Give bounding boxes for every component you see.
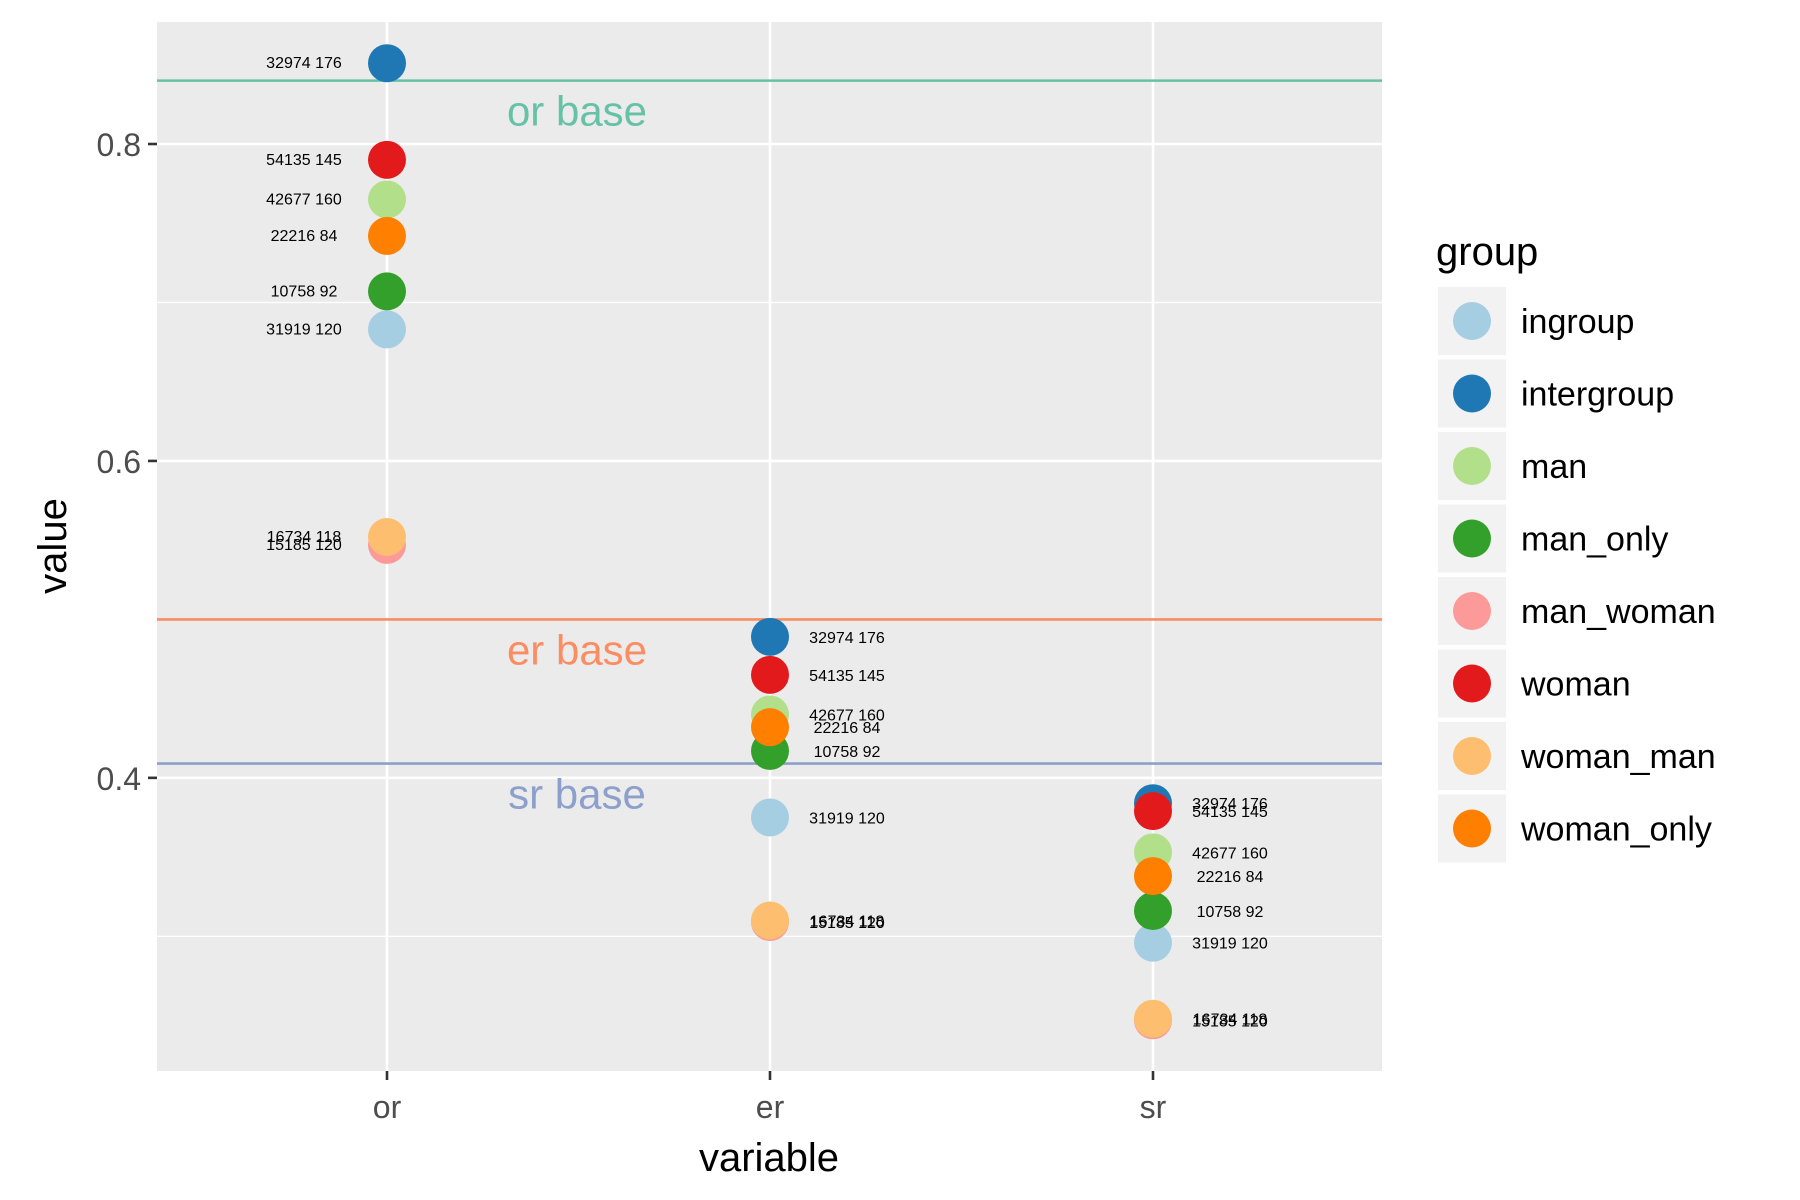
legend-swatch bbox=[1453, 809, 1491, 848]
data-label: 31919 120 bbox=[266, 321, 342, 338]
data-label: 54135 145 bbox=[266, 152, 342, 169]
x-axis: or er sr bbox=[373, 1071, 1167, 1125]
x-tick-label: or bbox=[373, 1089, 402, 1125]
data-label: 42677 160 bbox=[1192, 845, 1268, 862]
data-points bbox=[368, 44, 1172, 1040]
data-label: 16734 118 bbox=[267, 529, 342, 546]
y-axis: 0.4 0.6 0.8 bbox=[97, 127, 157, 797]
legend-swatch bbox=[1453, 592, 1491, 630]
legend-label: man_only bbox=[1521, 521, 1668, 559]
data-label: 16734 118 bbox=[810, 913, 885, 930]
data-label: 10758 92 bbox=[814, 744, 881, 761]
data-label: 10758 92 bbox=[1197, 904, 1264, 921]
y-tick-label: 0.4 bbox=[97, 761, 141, 797]
legend-swatch bbox=[1453, 302, 1491, 340]
data-point bbox=[751, 655, 789, 694]
legend-label: woman_man bbox=[1520, 738, 1716, 776]
data-label: 10758 92 bbox=[271, 283, 338, 300]
data-label: 32974 176 bbox=[266, 55, 342, 72]
legend-label: man bbox=[1521, 448, 1587, 486]
data-label: 32974 176 bbox=[809, 630, 885, 647]
data-point bbox=[1134, 923, 1172, 962]
data-point bbox=[751, 708, 789, 747]
data-point bbox=[1134, 857, 1172, 896]
data-label: 15185 120 bbox=[266, 537, 342, 554]
legend-swatch bbox=[1453, 374, 1491, 413]
legend-swatch bbox=[1453, 737, 1491, 775]
legend-swatch bbox=[1453, 519, 1491, 558]
data-label: 15185 120 bbox=[809, 915, 885, 932]
legend-title: group bbox=[1436, 230, 1538, 274]
data-label: 15185 120 bbox=[1192, 1013, 1268, 1030]
legend-label: man_woman bbox=[1521, 593, 1716, 631]
legend-label: woman bbox=[1520, 666, 1631, 704]
data-point bbox=[1134, 891, 1172, 930]
data-point bbox=[368, 272, 406, 311]
data-label: 31919 120 bbox=[1192, 936, 1268, 953]
legend: group ingroup intergroup man man_only man_wo… bbox=[1436, 230, 1716, 863]
data-point bbox=[751, 798, 789, 837]
reference-line-label: or base bbox=[507, 88, 647, 135]
data-label: 16734 118 bbox=[1193, 1012, 1268, 1029]
data-label: 42677 160 bbox=[809, 707, 885, 724]
data-labels: 31919 120 31919 120 31919 120 32974 176 3297… bbox=[266, 55, 1268, 1030]
y-axis-title: value bbox=[31, 498, 75, 594]
y-tick-label: 0.6 bbox=[97, 444, 141, 480]
data-point bbox=[368, 517, 406, 556]
data-label: 31919 120 bbox=[809, 810, 885, 827]
data-label: 42677 160 bbox=[266, 191, 342, 208]
data-point bbox=[751, 901, 789, 940]
data-point bbox=[751, 617, 789, 656]
data-label: 54135 145 bbox=[809, 668, 885, 685]
x-axis-title: variable bbox=[699, 1136, 839, 1180]
legend-label: woman_only bbox=[1520, 811, 1712, 849]
data-label: 32974 176 bbox=[1192, 796, 1268, 813]
x-tick-label: sr bbox=[1140, 1089, 1167, 1125]
data-label: 22216 84 bbox=[814, 720, 881, 737]
legend-label: ingroup bbox=[1521, 303, 1634, 341]
x-tick-label: er bbox=[756, 1089, 785, 1125]
legend-swatch bbox=[1453, 664, 1491, 703]
data-point bbox=[1134, 792, 1172, 831]
data-label: 22216 84 bbox=[1197, 869, 1264, 886]
y-tick-label: 0.8 bbox=[97, 127, 141, 163]
data-point bbox=[368, 180, 406, 219]
data-label: 22216 84 bbox=[271, 228, 338, 245]
legend-swatch bbox=[1453, 447, 1491, 485]
data-label: 54135 145 bbox=[1192, 804, 1268, 821]
data-point bbox=[368, 140, 406, 179]
data-point bbox=[1134, 999, 1172, 1038]
reference-line-label: er base bbox=[507, 626, 647, 673]
data-point bbox=[368, 310, 406, 349]
legend-label: intergroup bbox=[1521, 376, 1674, 414]
data-point bbox=[368, 44, 406, 83]
data-point bbox=[368, 216, 406, 255]
reference-line-label: sr base bbox=[508, 771, 646, 818]
